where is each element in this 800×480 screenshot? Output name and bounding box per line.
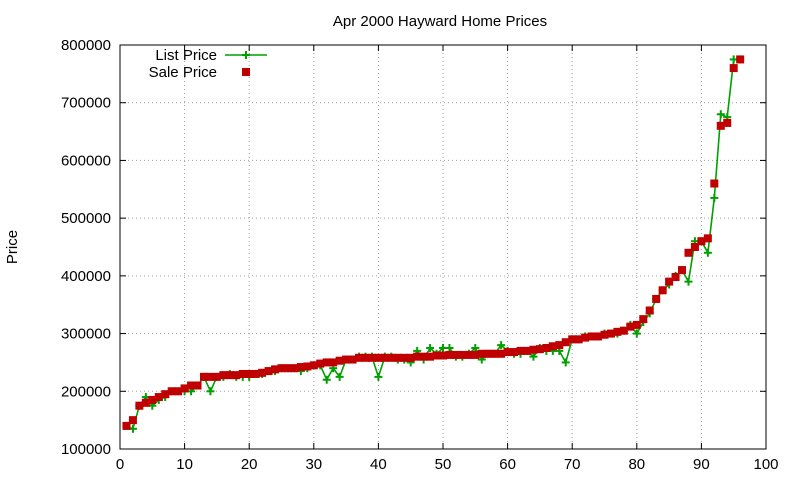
sale-price-point	[723, 119, 731, 127]
list-price-point	[206, 387, 214, 395]
list-price-point	[562, 358, 570, 366]
sale-price-point	[659, 286, 667, 294]
sale-price-point	[639, 315, 647, 323]
sale-price-point	[646, 306, 654, 314]
sale-price-point	[736, 55, 744, 63]
list-price-point	[323, 376, 331, 384]
x-tick-label: 40	[370, 456, 387, 473]
x-tick-label: 80	[628, 456, 645, 473]
sale-price-point	[672, 273, 680, 281]
y-tick-label: 600000	[61, 152, 111, 169]
x-tick-label: 100	[753, 456, 778, 473]
y-tick-label: 400000	[61, 268, 111, 285]
x-tick-label: 20	[241, 456, 258, 473]
list-price-point	[710, 194, 718, 202]
chart-title: Apr 2000 Hayward Home Prices	[333, 13, 547, 30]
x-tick-label: 90	[693, 456, 710, 473]
series	[122, 55, 744, 432]
sale-price-point	[652, 295, 660, 303]
legend: List Price Sale Price	[149, 47, 267, 81]
y-axis-title: Price	[4, 230, 21, 264]
sale-price-point	[710, 180, 718, 188]
list-price-point	[704, 249, 712, 257]
legend-square-marker	[242, 68, 250, 76]
legend-sample-list-price	[225, 51, 267, 59]
sale-price-point	[194, 382, 202, 390]
y-tick-label: 800000	[61, 37, 111, 54]
x-tick-label: 70	[564, 456, 581, 473]
sale-price-point	[129, 416, 137, 424]
sale-price-point	[704, 234, 712, 242]
sale-price-point	[730, 64, 738, 72]
x-tick-label: 10	[176, 456, 193, 473]
y-tick-label: 100000	[61, 441, 111, 458]
y-tick-label: 700000	[61, 95, 111, 112]
y-tick-label: 200000	[61, 383, 111, 400]
x-tick-label: 50	[435, 456, 452, 473]
legend-sample-sale-price	[242, 68, 250, 76]
legend-label-sale-price: Sale Price	[149, 64, 217, 81]
x-tick-label: 30	[305, 456, 322, 473]
sale-price-point	[678, 266, 686, 274]
legend-label-list-price: List Price	[155, 47, 217, 64]
y-tick-label: 500000	[61, 210, 111, 227]
list-price-point	[374, 373, 382, 381]
grid	[120, 45, 766, 449]
x-tick-label: 0	[116, 456, 124, 473]
y-tick-label: 300000	[61, 326, 111, 343]
list-price-point	[684, 278, 692, 286]
x-tick-label: 60	[499, 456, 516, 473]
